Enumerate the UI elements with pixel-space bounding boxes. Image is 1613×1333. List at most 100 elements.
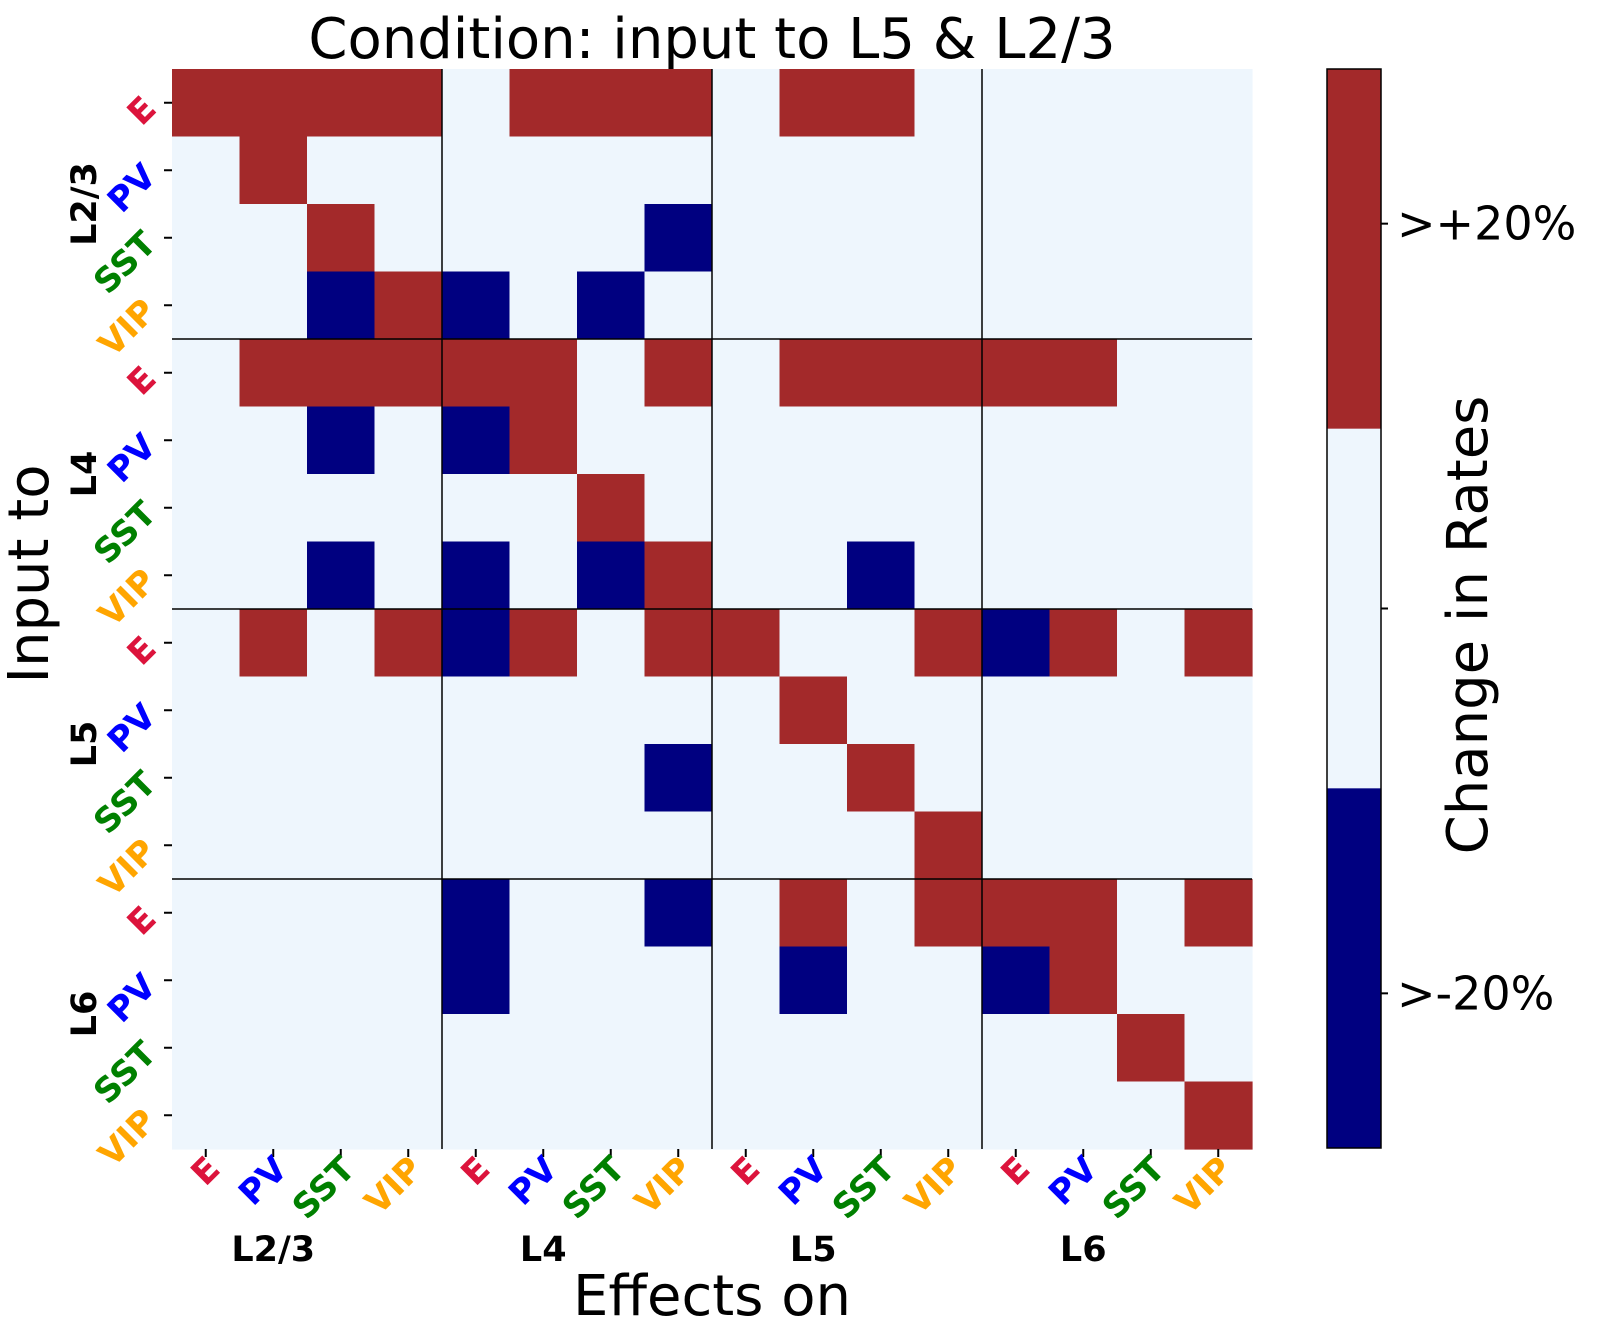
heatmap-cell [1049, 69, 1118, 138]
heatmap-cell [644, 541, 713, 610]
heatmap-cell [847, 1081, 916, 1150]
heatmap-cell [307, 676, 376, 745]
heatmap-cell [374, 204, 443, 273]
heatmap-cell [914, 541, 983, 610]
heatmap-cell [847, 204, 916, 273]
heatmap-cell [307, 339, 376, 408]
heatmap-cell [847, 474, 916, 543]
heatmap-cell [1117, 609, 1186, 678]
heatmap-cell [172, 609, 241, 678]
heatmap-cell [914, 136, 983, 205]
heatmap-cell [1117, 69, 1186, 138]
heatmap-cell [577, 136, 646, 205]
heatmap-cell [1117, 339, 1186, 408]
heatmap-cell [644, 676, 713, 745]
x-tick-label: PV [501, 1149, 566, 1214]
heatmap-cell [1184, 136, 1253, 205]
x-layer-label: L6 [1060, 1230, 1107, 1270]
heatmap-cell [307, 879, 376, 948]
heatmap-cell [172, 541, 241, 610]
x-tick-label: E [993, 1149, 1038, 1194]
heatmap-cell [577, 406, 646, 475]
heatmap-cell [1184, 69, 1253, 138]
y-tick-label: PV [100, 966, 165, 1031]
heatmap-cell [374, 879, 443, 948]
colorbar-tick-label: >-20% [1397, 966, 1554, 1020]
y-layer-label: L4 [65, 451, 105, 498]
heatmap-cell [1049, 744, 1118, 813]
heatmap-cell [1049, 271, 1118, 340]
heatmap-cell [1049, 811, 1118, 880]
colorbar-tick-label: >+20% [1397, 197, 1576, 251]
colorbar-segment [1327, 788, 1381, 1149]
heatmap-cell [442, 609, 511, 678]
heatmap-cell [1184, 811, 1253, 880]
heatmap-cell [442, 136, 511, 205]
heatmap-cell [712, 744, 781, 813]
x-tick-label: SST [555, 1149, 634, 1228]
heatmap-cell [1049, 136, 1118, 205]
heatmap-cell [982, 541, 1051, 610]
heatmap-cell [442, 744, 511, 813]
heatmap-cell [779, 1014, 848, 1083]
heatmap-cell [779, 1081, 848, 1150]
heatmap-cell [172, 1014, 241, 1083]
heatmap-cell [847, 946, 916, 1015]
heatmap-cell [712, 1081, 781, 1150]
heatmap-cell [644, 744, 713, 813]
heatmap-cell [577, 1014, 646, 1083]
heatmap-cell [779, 811, 848, 880]
heatmap-cell [172, 339, 241, 408]
heatmap-cell [374, 609, 443, 678]
colorbar-segment [1327, 69, 1381, 430]
heatmap-cell [1049, 474, 1118, 543]
heatmap-cell [982, 1014, 1051, 1083]
heatmap-cell [1117, 204, 1186, 273]
heatmap-cell [239, 204, 308, 273]
heatmap-cell [644, 1014, 713, 1083]
y-tick-label: E [120, 899, 165, 944]
heatmap-cell [1049, 406, 1118, 475]
heatmap-cell [172, 474, 241, 543]
heatmap-cell [509, 609, 578, 678]
heatmap-cell [847, 69, 916, 138]
heatmap-cell [307, 406, 376, 475]
heatmap-cell [509, 744, 578, 813]
heatmap-cell [712, 204, 781, 273]
heatmap-cell [1049, 609, 1118, 678]
heatmap-cell [779, 271, 848, 340]
heatmap-cell [442, 339, 511, 408]
heatmap-cell [914, 676, 983, 745]
heatmap-cell [1184, 541, 1253, 610]
heatmap-cell [442, 811, 511, 880]
heatmap-cell [442, 1014, 511, 1083]
heatmap-cell [847, 744, 916, 813]
heatmap-cell [914, 474, 983, 543]
heatmap-cell [239, 541, 308, 610]
heatmap-cell [172, 136, 241, 205]
heatmap-cell [1117, 474, 1186, 543]
heatmap-cell [577, 1081, 646, 1150]
heatmap-cell [442, 946, 511, 1015]
heatmap-cell [509, 339, 578, 408]
heatmap-cell [644, 339, 713, 408]
x-axis-label: Effects on [573, 1264, 851, 1329]
heatmap-cell [644, 879, 713, 948]
heatmap-cell [982, 811, 1051, 880]
heatmap-cell [374, 811, 443, 880]
heatmap-cell [239, 744, 308, 813]
heatmap-cell [982, 879, 1051, 948]
heatmap-cell [779, 541, 848, 610]
heatmap-cell [847, 339, 916, 408]
heatmap-cell [442, 204, 511, 273]
heatmap-cell [577, 474, 646, 543]
x-layer-label: L4 [520, 1230, 567, 1270]
heatmap-cell [1184, 1081, 1253, 1150]
heatmap-cell [712, 879, 781, 948]
heatmap-cell [644, 136, 713, 205]
heatmap-cell [307, 744, 376, 813]
heatmap-cell [172, 946, 241, 1015]
heatmap-cell [509, 541, 578, 610]
heatmap-cell [914, 744, 983, 813]
heatmap-cell [1117, 744, 1186, 813]
